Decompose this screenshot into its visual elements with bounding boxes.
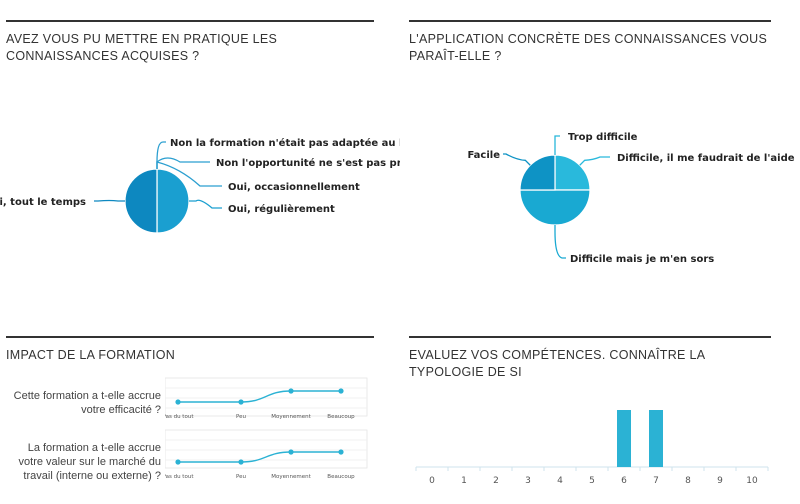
panel-rule: [6, 20, 374, 22]
tick-label: Moyennement: [271, 414, 311, 420]
panel-rule: [409, 20, 771, 22]
question-label-2: La formation a t-elle accrue votre valeu…: [18, 442, 161, 482]
panel-title: L'APPLICATION CONCRÈTE DES CONNAISSANCES…: [409, 32, 768, 63]
impact-line-chart: Pas du tout Peu Moyennement Beaucoup Pas du …: [165, 377, 368, 480]
slice-label: Oui, régulièrement: [228, 203, 335, 215]
series-line: [177, 451, 341, 463]
competences-bar-chart: 0 1 2 3 4 5 6 7 8 9 10: [415, 410, 769, 486]
panel-application-concrete: L'APPLICATION CONCRÈTE DES CONNAISSANCES…: [409, 20, 771, 320]
tick-label: 3: [525, 476, 531, 486]
data-point: [238, 399, 244, 405]
leader-line: [554, 225, 566, 259]
leader-line: [94, 199, 125, 202]
data-point: [175, 459, 181, 465]
panel-impact-formation: IMPACT DE LA FORMATION: [6, 336, 374, 504]
tick-label: 8: [685, 476, 691, 486]
data-point: [175, 399, 181, 405]
leader-line: [156, 157, 210, 169]
slice-label: ui, tout le temps: [0, 197, 86, 208]
question-label-1: Cette formation a t-elle accrue votre ef…: [13, 390, 161, 416]
tick-label: 2: [493, 476, 499, 486]
panel-title: IMPACT DE LA FORMATION: [6, 348, 176, 362]
tick-label: 10: [746, 476, 758, 486]
slice-label: Facile: [467, 150, 500, 161]
tick-label: Pas du tout: [165, 474, 194, 480]
panel-mise-en-pratique: AVEZ VOUS PU METTRE EN PRATIQUE LES CONN…: [6, 20, 374, 320]
pie-slice: [554, 154, 591, 191]
panel-evaluez-competences: EVALUEZ VOS COMPÉTENCES. CONNAÎTRE LA TY…: [409, 336, 771, 504]
tick-label: Beaucoup: [327, 474, 355, 480]
slice-label: Difficile mais je m'en sors: [570, 254, 714, 265]
tick-label: 9: [717, 476, 723, 486]
bar: [617, 410, 631, 467]
panel-rule: [6, 336, 374, 338]
pie-chart-mise-en-pratique: Non la formation n'était pas adaptée au …: [0, 137, 400, 234]
tick-label: 4: [557, 476, 563, 486]
slice-label: Non l'opportunité ne s'est pas pré: [216, 157, 400, 169]
data-point: [338, 449, 344, 455]
panel-rule: [409, 336, 771, 338]
data-point: [338, 388, 344, 394]
tick-label: Beaucoup: [327, 414, 355, 420]
slice-label: Oui, occasionnellement: [228, 182, 360, 193]
pie-slice: [156, 168, 190, 234]
data-point: [288, 388, 294, 394]
tick-label: Moyennement: [271, 474, 311, 480]
tick-label: Peu: [236, 474, 246, 480]
tick-label: 0: [429, 476, 435, 486]
tick-label: 1: [461, 476, 467, 486]
bar: [649, 410, 663, 467]
slice-label: Trop difficile: [568, 132, 638, 143]
data-point: [238, 459, 244, 465]
leader-line: [189, 199, 222, 209]
slice-label: Non la formation n'était pas adaptée au …: [170, 137, 400, 149]
pie-slice: [519, 189, 591, 226]
pie-slice: [124, 168, 158, 234]
pie-slice: [519, 154, 556, 191]
tick-label: Pas du tout: [165, 414, 194, 420]
tick-label: 5: [589, 476, 595, 486]
tick-label: 7: [653, 476, 659, 486]
tick-label: 6: [621, 476, 627, 486]
panel-title: AVEZ VOUS PU METTRE EN PRATIQUE LES CONN…: [6, 32, 278, 63]
series-line: [177, 390, 341, 403]
leader-line: [579, 156, 610, 166]
panel-title: EVALUEZ VOS COMPÉTENCES. CONNAÎTRE LA TY…: [409, 348, 705, 379]
leader-line: [554, 135, 560, 155]
tick-label: Peu: [236, 414, 246, 420]
leader-line: [156, 161, 222, 187]
data-point: [288, 449, 294, 455]
leader-line: [503, 153, 531, 166]
slice-label: Difficile, il me faudrait de l'aide: [617, 153, 795, 164]
pie-chart-application: Trop difficile Difficile, il me faudrait …: [467, 132, 795, 265]
